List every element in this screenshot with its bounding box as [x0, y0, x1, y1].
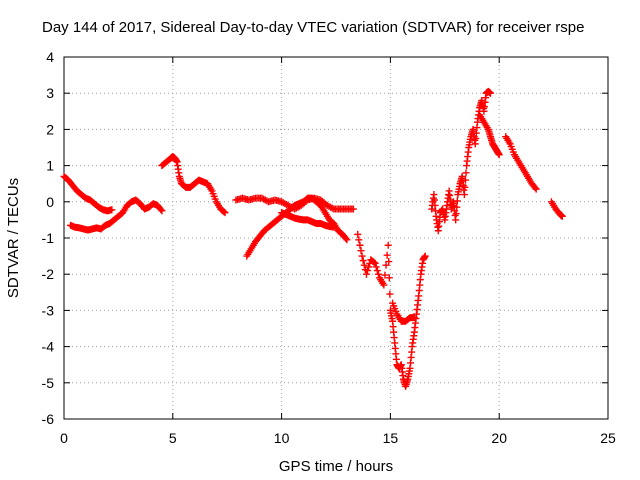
data-point [453, 197, 461, 205]
data-point [330, 223, 338, 231]
data-point [158, 207, 166, 215]
data-point [108, 206, 116, 214]
data-point [362, 270, 370, 278]
x-tick-label: 20 [491, 430, 507, 446]
data-point [220, 208, 228, 216]
plot-area-border [63, 56, 609, 420]
y-axis-label: SDTVAR / TECUs [5, 178, 22, 298]
y-tick-label: -5 [42, 375, 55, 391]
data-point [532, 185, 540, 193]
data-point [342, 234, 350, 242]
data-point [371, 259, 379, 267]
data-point [360, 261, 368, 269]
x-tick-label: 5 [169, 430, 177, 446]
x-tick-label: 0 [60, 430, 68, 446]
grid-lines [64, 57, 608, 419]
data-point [380, 281, 388, 289]
data-point [221, 209, 229, 217]
x-axis-label: GPS time / hours [279, 458, 393, 475]
data-point [410, 314, 418, 322]
x-tick-label: 15 [383, 430, 399, 446]
data-point [349, 205, 357, 213]
data-point [531, 184, 539, 192]
data-point [359, 257, 367, 265]
data-point [385, 258, 393, 266]
data-point [495, 151, 503, 159]
data-point [385, 274, 393, 282]
data-point [157, 205, 165, 213]
data-point [421, 252, 429, 260]
data-point [452, 210, 460, 218]
x-tick-label: 25 [600, 430, 616, 446]
data-point [462, 169, 470, 177]
y-tick-label: -6 [42, 411, 55, 427]
data-point [365, 263, 373, 271]
series-arc10 [476, 111, 503, 159]
data-point [453, 203, 461, 211]
data-point [358, 252, 366, 260]
series-arc7 [354, 230, 429, 390]
y-tick-label: -3 [42, 302, 55, 318]
series-arc2 [67, 196, 166, 234]
data-point [461, 176, 469, 184]
series-arc3 [158, 153, 229, 217]
y-tick-label: 1 [46, 158, 54, 174]
y-tick-label: -1 [42, 230, 55, 246]
y-tick-label: -2 [42, 266, 55, 282]
data-point [357, 247, 365, 255]
chart-title: Day 144 of 2017, Sidereal Day-to-day VTE… [42, 19, 584, 36]
data-point [386, 290, 394, 298]
data-point [364, 267, 372, 275]
data-point [370, 258, 378, 266]
series-arc1 [60, 172, 116, 215]
series-arc6 [278, 209, 338, 231]
data-point [374, 270, 382, 278]
y-tick-label: 0 [46, 194, 54, 210]
data-point [354, 230, 362, 238]
y-tick-label: 2 [46, 121, 54, 137]
data-point [381, 271, 389, 279]
series-arc12 [547, 198, 566, 220]
series-arc8 [389, 299, 418, 325]
data-points [60, 87, 566, 390]
data-point [558, 212, 566, 220]
data-point [461, 183, 469, 191]
x-tick-label: 10 [274, 430, 290, 446]
data-point [356, 241, 364, 249]
y-tick-label: 3 [46, 85, 54, 101]
data-point [452, 216, 460, 224]
y-tick-label: -4 [42, 339, 55, 355]
data-point [382, 261, 390, 269]
data-point [486, 89, 494, 97]
data-point [343, 236, 351, 244]
data-point [372, 263, 380, 271]
data-point [355, 236, 363, 244]
data-point [460, 191, 468, 199]
y-tick-label: 4 [46, 49, 54, 65]
series-arc9 [428, 87, 494, 235]
data-point [384, 241, 392, 249]
series-arc11 [502, 133, 540, 193]
data-point [328, 204, 336, 212]
data-point [383, 251, 391, 259]
x-tick-labels: 0 5 10 15 20 25 [60, 430, 616, 446]
data-point [373, 267, 381, 275]
y-tick-labels: -6 -5 -4 -3 -2 -1 0 1 2 3 4 [42, 49, 55, 427]
